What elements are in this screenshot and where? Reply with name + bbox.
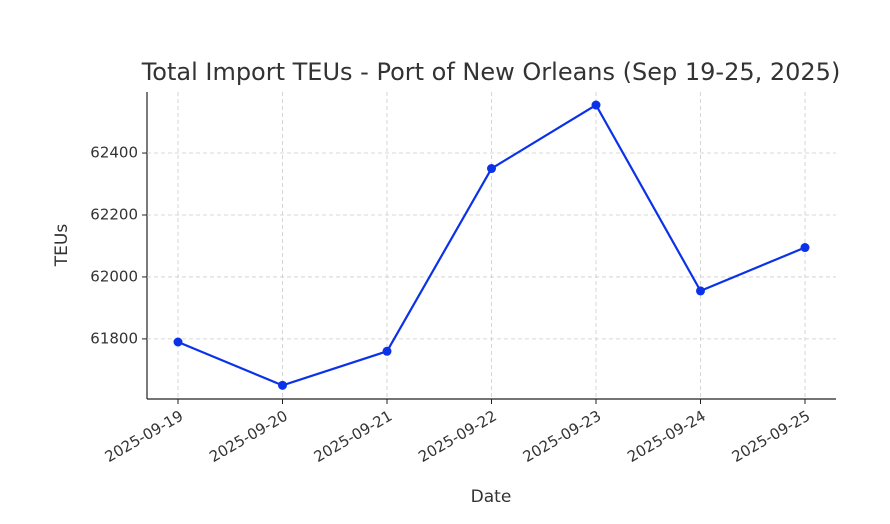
y-tick-label: 62200 [90, 205, 138, 223]
point [382, 346, 392, 356]
x-axis-label: Date [471, 487, 512, 507]
x-tick-label: 2025-09-24 [624, 407, 709, 466]
y-tick-label: 62000 [90, 267, 138, 285]
x-tick-label: 2025-09-21 [311, 407, 396, 466]
line [177, 103, 806, 387]
y-axis-label: TEUs [52, 224, 72, 268]
x-tick-label: 2025-09-22 [415, 407, 500, 466]
point [173, 337, 183, 347]
point [591, 100, 601, 110]
point [800, 243, 810, 253]
x-tick-label: 2025-09-20 [206, 407, 291, 466]
point [278, 380, 287, 390]
y-tick-label: 61800 [90, 329, 138, 347]
point [696, 286, 705, 296]
point [487, 164, 496, 174]
x-tick-label: 2025-09-19 [102, 407, 187, 466]
y-tick-label: 62400 [90, 144, 138, 162]
chart-title: Total Import TEUs - Port of New Orleans … [141, 58, 841, 86]
x-tick-label: 2025-09-25 [729, 407, 814, 466]
x-tick-label: 2025-09-23 [520, 407, 605, 466]
